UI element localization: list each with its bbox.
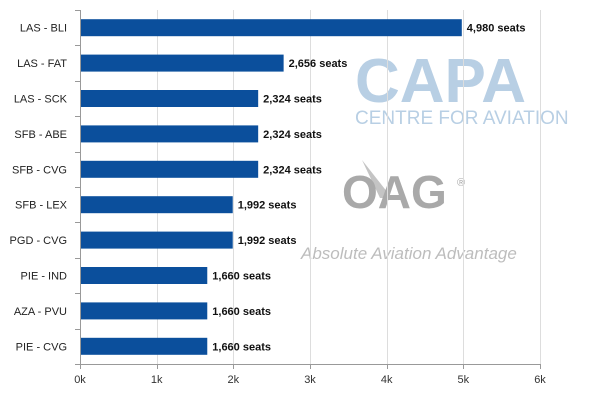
data-labels: 4,980 seats 2,656 seats 2,324 seats 2,324 s… (212, 23, 525, 354)
data-label: 2,324 seats (263, 129, 322, 141)
category-label: LAS - SCK (14, 94, 68, 106)
bar (81, 302, 208, 320)
category-label: PIE - IND (21, 271, 68, 283)
capa-watermark: CAPA (355, 47, 526, 116)
oag-registered-mark: ® (457, 177, 465, 189)
bar (81, 267, 208, 284)
bar (81, 54, 284, 72)
data-label: 1,660 seats (212, 306, 271, 318)
oag-watermark: OAG (342, 166, 447, 218)
x-tick-label: 6k (534, 374, 546, 386)
category-label: PIE - CVG (16, 341, 67, 353)
data-label: 2,324 seats (263, 164, 322, 176)
axes (75, 10, 541, 369)
bar (81, 19, 462, 37)
x-tick-label: 3k (304, 374, 316, 386)
oag-tagline-watermark: Absolute Aviation Advantage (300, 244, 517, 263)
bar (81, 337, 208, 355)
bar (81, 231, 233, 249)
data-label: 1,660 seats (212, 271, 271, 283)
data-label: 1,992 seats (238, 200, 297, 212)
category-label: SFB - CVG (12, 164, 67, 176)
category-label: SFB - ABE (14, 129, 67, 141)
bar (81, 90, 259, 107)
data-label: 1,660 seats (212, 341, 271, 353)
category-label: AZA - PVU (14, 306, 67, 318)
data-label: 2,656 seats (289, 58, 348, 70)
bar (81, 160, 259, 178)
x-tick-label: 2k (228, 374, 240, 386)
capa-watermark-subtitle: CENTRE FOR AVIATION (355, 108, 569, 129)
category-labels: LAS - BLI LAS - FAT LAS - SCK SFB - ABE SFB … (10, 23, 68, 354)
x-tick-label: 5k (458, 374, 470, 386)
x-tick-label: 1k (151, 374, 163, 386)
category-label: SFB - LEX (15, 200, 68, 212)
bar (81, 196, 233, 214)
data-label: 4,980 seats (467, 23, 526, 35)
data-label: 2,324 seats (263, 94, 322, 106)
oag-swoosh-icon (362, 160, 392, 198)
x-tick-label: 0k (74, 374, 86, 386)
category-label: PGD - CVG (10, 235, 67, 247)
bars (81, 19, 462, 355)
bar (81, 125, 259, 143)
category-label: LAS - FAT (17, 58, 67, 70)
data-label: 1,992 seats (238, 235, 297, 247)
x-tick-label: 4k (381, 374, 393, 386)
tick-labels: 0k 1k 2k 3k 4k 5k 6k (74, 374, 546, 386)
watermark: CAPA CENTRE FOR AVIATION OAG ® Absolute … (300, 47, 569, 263)
category-label: LAS - BLI (20, 23, 67, 35)
